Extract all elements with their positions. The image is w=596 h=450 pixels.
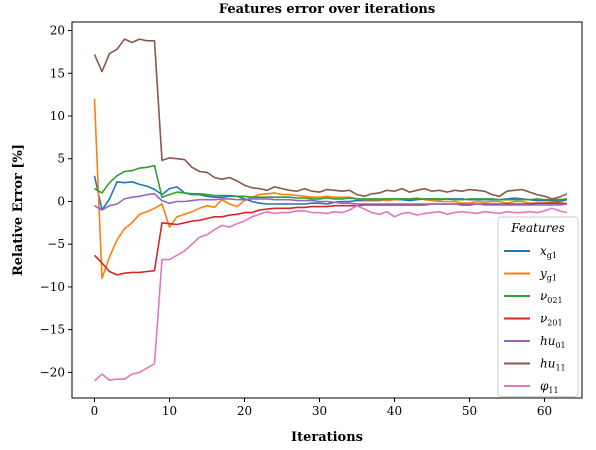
y-tick-label: 0 — [57, 194, 65, 208]
y-axis-label: Relative Error [%] — [11, 144, 26, 276]
legend-entry: hu11 — [540, 357, 566, 373]
series-line-hu_{0_1} — [94, 193, 568, 211]
y-tick-label: 15 — [50, 66, 65, 80]
y-axis: −20 −15 −10 −5 0 5 10 15 20 — [40, 24, 72, 379]
y-tick-label: −10 — [40, 280, 65, 294]
x-tick-label: 30 — [312, 404, 327, 418]
legend-entry: hu01 — [540, 334, 566, 350]
x-axis: 0 10 20 30 40 50 60 — [91, 398, 552, 418]
x-tick-label: 10 — [162, 404, 177, 418]
series-line-hu_{1_1} — [93, 38, 568, 200]
y-tick-label: 10 — [50, 109, 65, 123]
x-axis-label: Iterations — [291, 430, 363, 445]
y-tick-label: 20 — [50, 24, 65, 38]
x-tick-label: 20 — [237, 404, 252, 418]
legend-entry: φ11 — [540, 379, 559, 395]
chart-title: Features error over iterations — [219, 2, 435, 17]
plot-area — [71, 21, 583, 399]
plot-frame — [71, 21, 583, 399]
y-tick-label: −20 — [40, 365, 65, 379]
y-tick-label: 5 — [57, 152, 65, 166]
x-tick-label: 40 — [387, 404, 402, 418]
legend-entry: yg1 — [539, 267, 557, 283]
x-tick-label: 0 — [91, 404, 99, 418]
x-tick-label: 50 — [462, 404, 477, 418]
x-tick-label: 60 — [537, 404, 552, 418]
legend-entry: ν201 — [540, 312, 563, 328]
series-line-nu_{02_1} — [94, 164, 568, 201]
series-line-y_{g_1} — [93, 98, 567, 280]
legend-entry: ν021 — [540, 289, 563, 305]
legend-box — [497, 216, 579, 397]
legend: Features xg1 yg1 ν021 ν201 hu01 hu11 φ11 — [497, 216, 579, 397]
y-tick-label: −5 — [47, 237, 65, 251]
series-line-phi_{1_1} — [93, 204, 568, 382]
series-layer — [93, 38, 568, 382]
y-tick-label: −15 — [40, 323, 65, 337]
legend-title: Features — [510, 221, 564, 235]
legend-entry: xg1 — [540, 244, 557, 260]
series-line-nu_{20_1} — [93, 202, 568, 276]
